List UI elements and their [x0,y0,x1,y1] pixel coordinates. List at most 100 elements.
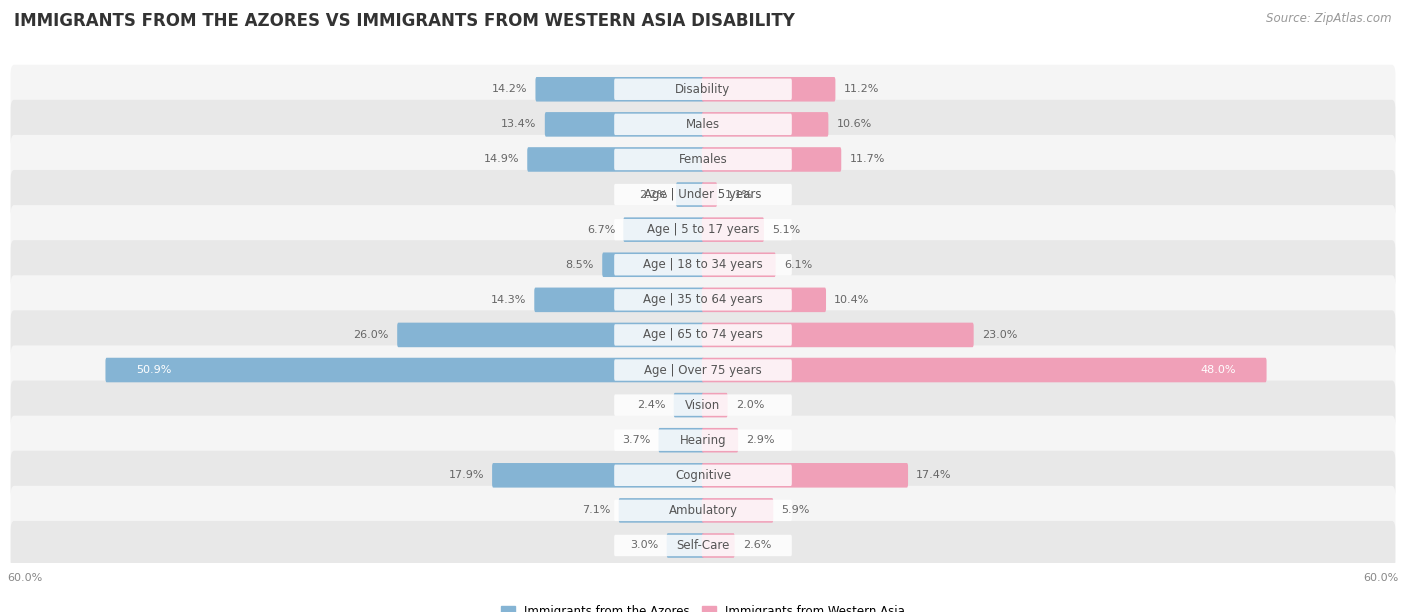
Text: 48.0%: 48.0% [1201,365,1236,375]
Text: 60.0%: 60.0% [1364,573,1399,583]
Text: 6.7%: 6.7% [586,225,616,234]
Text: 14.3%: 14.3% [491,295,526,305]
FancyBboxPatch shape [702,358,1267,382]
FancyBboxPatch shape [614,430,792,451]
FancyBboxPatch shape [11,310,1395,359]
FancyBboxPatch shape [666,533,704,558]
Text: 50.9%: 50.9% [136,365,172,375]
FancyBboxPatch shape [614,289,792,310]
Text: 14.2%: 14.2% [492,84,527,94]
Text: 1.1%: 1.1% [725,190,754,200]
FancyBboxPatch shape [614,149,792,170]
Text: Disability: Disability [675,83,731,95]
FancyBboxPatch shape [676,182,704,207]
FancyBboxPatch shape [702,498,773,523]
Text: 2.0%: 2.0% [735,400,765,410]
Text: 17.4%: 17.4% [917,470,952,480]
Text: 11.7%: 11.7% [849,154,884,165]
FancyBboxPatch shape [614,184,792,205]
FancyBboxPatch shape [702,428,738,452]
FancyBboxPatch shape [619,498,704,523]
FancyBboxPatch shape [536,77,704,102]
FancyBboxPatch shape [702,253,776,277]
FancyBboxPatch shape [614,219,792,241]
Text: Males: Males [686,118,720,131]
FancyBboxPatch shape [614,359,792,381]
FancyBboxPatch shape [614,465,792,486]
FancyBboxPatch shape [702,393,728,417]
FancyBboxPatch shape [11,416,1395,465]
FancyBboxPatch shape [11,275,1395,324]
Text: Cognitive: Cognitive [675,469,731,482]
FancyBboxPatch shape [702,288,827,312]
Text: Age | 35 to 64 years: Age | 35 to 64 years [643,293,763,307]
FancyBboxPatch shape [534,288,704,312]
Text: Age | 18 to 34 years: Age | 18 to 34 years [643,258,763,271]
Text: 23.0%: 23.0% [981,330,1017,340]
FancyBboxPatch shape [527,147,704,172]
Text: 2.9%: 2.9% [747,435,775,445]
FancyBboxPatch shape [702,217,763,242]
FancyBboxPatch shape [614,324,792,346]
FancyBboxPatch shape [702,182,717,207]
FancyBboxPatch shape [702,112,828,136]
Text: Age | 5 to 17 years: Age | 5 to 17 years [647,223,759,236]
FancyBboxPatch shape [702,147,841,172]
Text: Age | Over 75 years: Age | Over 75 years [644,364,762,376]
FancyBboxPatch shape [11,205,1395,254]
FancyBboxPatch shape [702,533,734,558]
Text: 60.0%: 60.0% [7,573,42,583]
Text: Source: ZipAtlas.com: Source: ZipAtlas.com [1267,12,1392,25]
Text: 13.4%: 13.4% [502,119,537,129]
FancyBboxPatch shape [11,240,1395,289]
FancyBboxPatch shape [702,463,908,488]
FancyBboxPatch shape [492,463,704,488]
Text: Ambulatory: Ambulatory [668,504,738,517]
FancyBboxPatch shape [702,77,835,102]
FancyBboxPatch shape [11,135,1395,184]
FancyBboxPatch shape [614,499,792,521]
FancyBboxPatch shape [11,345,1395,395]
Text: 7.1%: 7.1% [582,506,610,515]
FancyBboxPatch shape [11,170,1395,219]
FancyBboxPatch shape [602,253,704,277]
Text: Age | Under 5 years: Age | Under 5 years [644,188,762,201]
FancyBboxPatch shape [614,78,792,100]
FancyBboxPatch shape [11,486,1395,535]
Text: Females: Females [679,153,727,166]
Text: 3.0%: 3.0% [630,540,658,550]
FancyBboxPatch shape [11,65,1395,114]
FancyBboxPatch shape [658,428,704,452]
FancyBboxPatch shape [11,451,1395,500]
FancyBboxPatch shape [546,112,704,136]
Text: 2.4%: 2.4% [637,400,665,410]
FancyBboxPatch shape [398,323,704,347]
FancyBboxPatch shape [614,535,792,556]
Legend: Immigrants from the Azores, Immigrants from Western Asia: Immigrants from the Azores, Immigrants f… [496,600,910,612]
Text: 11.2%: 11.2% [844,84,879,94]
Text: 10.4%: 10.4% [834,295,869,305]
FancyBboxPatch shape [11,381,1395,430]
Text: Age | 65 to 74 years: Age | 65 to 74 years [643,329,763,341]
Text: 26.0%: 26.0% [354,330,389,340]
Text: 8.5%: 8.5% [565,259,593,270]
Text: IMMIGRANTS FROM THE AZORES VS IMMIGRANTS FROM WESTERN ASIA DISABILITY: IMMIGRANTS FROM THE AZORES VS IMMIGRANTS… [14,12,794,30]
Text: 2.2%: 2.2% [640,190,668,200]
Text: 6.1%: 6.1% [785,259,813,270]
Text: Self-Care: Self-Care [676,539,730,552]
FancyBboxPatch shape [11,521,1395,570]
FancyBboxPatch shape [614,114,792,135]
FancyBboxPatch shape [702,323,973,347]
FancyBboxPatch shape [105,358,704,382]
Text: 17.9%: 17.9% [449,470,484,480]
Text: 5.1%: 5.1% [772,225,800,234]
Text: Hearing: Hearing [679,434,727,447]
FancyBboxPatch shape [11,100,1395,149]
Text: 3.7%: 3.7% [621,435,650,445]
Text: 2.6%: 2.6% [742,540,772,550]
Text: Vision: Vision [685,398,721,412]
FancyBboxPatch shape [673,393,704,417]
Text: 14.9%: 14.9% [484,154,519,165]
FancyBboxPatch shape [623,217,704,242]
Text: 5.9%: 5.9% [782,506,810,515]
